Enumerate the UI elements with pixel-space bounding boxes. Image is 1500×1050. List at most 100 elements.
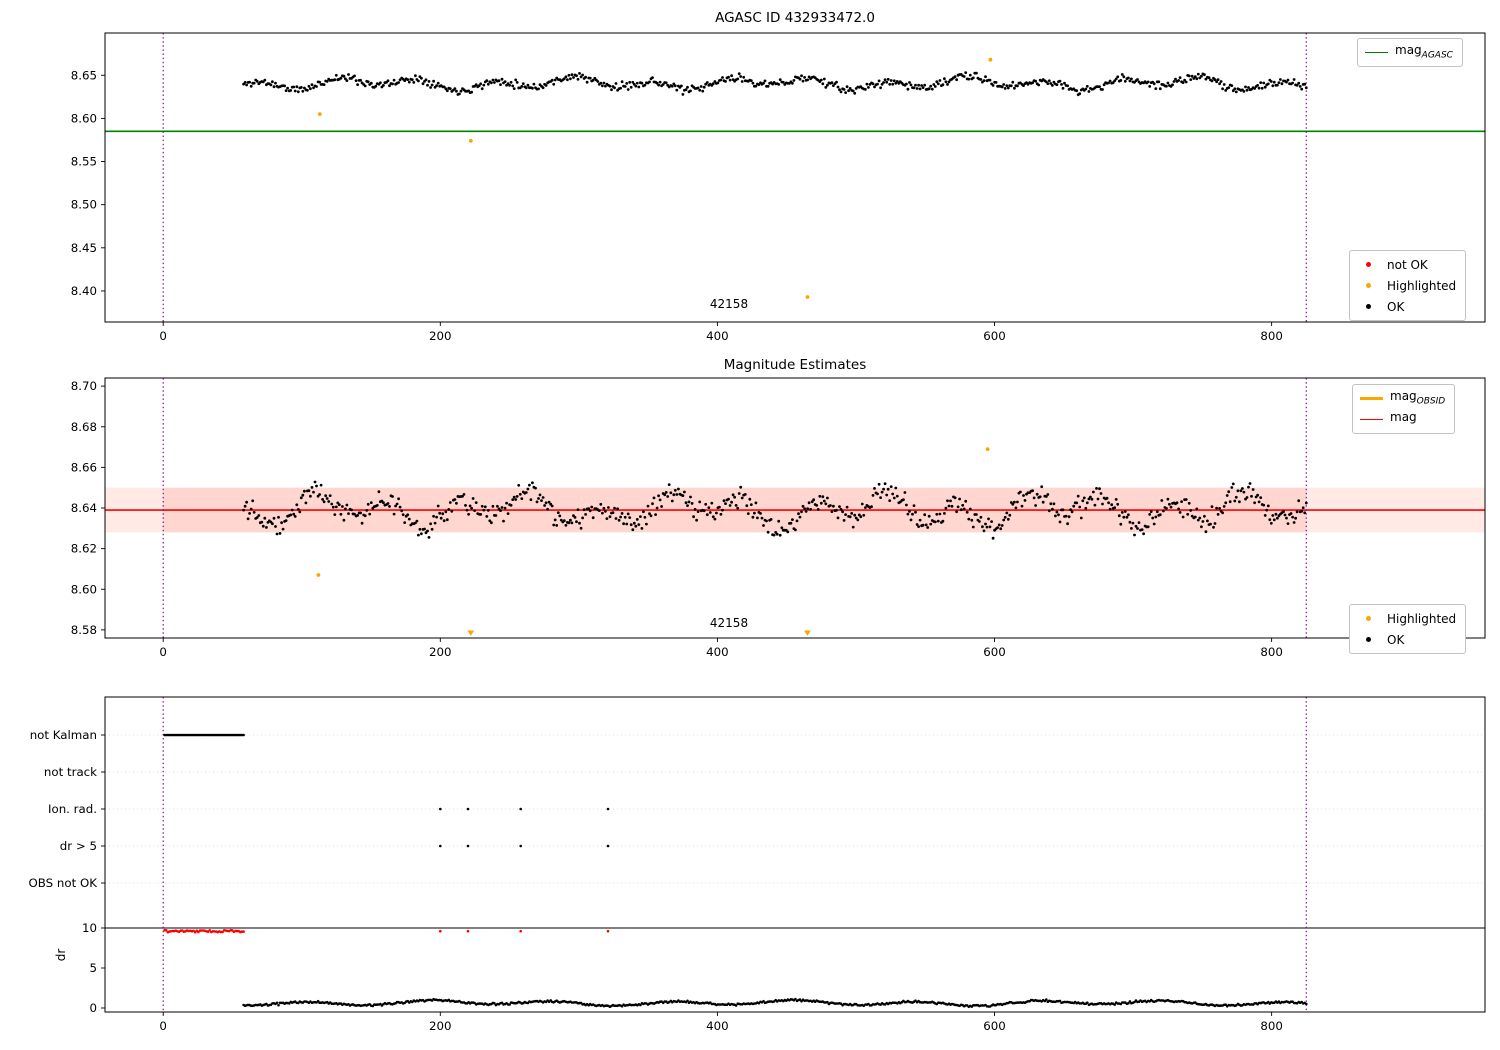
ok-point bbox=[1285, 80, 1288, 84]
ok-point bbox=[757, 83, 761, 86]
ok-point bbox=[765, 519, 768, 523]
ok-point bbox=[512, 495, 516, 499]
ok-point bbox=[1174, 77, 1177, 81]
ok-point bbox=[570, 73, 574, 77]
ok-point bbox=[649, 514, 653, 518]
ok-point bbox=[430, 527, 434, 531]
ok-point bbox=[1005, 84, 1009, 87]
ok-point bbox=[888, 82, 892, 86]
ok-point bbox=[1119, 79, 1123, 82]
ok-point bbox=[1090, 497, 1094, 501]
ok-point bbox=[742, 75, 746, 79]
ok-point bbox=[296, 90, 300, 94]
ok-point bbox=[318, 493, 321, 496]
ok-point bbox=[572, 76, 575, 79]
ok-point bbox=[509, 80, 513, 84]
ok-point bbox=[1190, 74, 1194, 78]
ok-point bbox=[462, 493, 466, 496]
ok-point bbox=[1233, 499, 1237, 503]
ok-point bbox=[1002, 518, 1006, 522]
ok-point bbox=[503, 80, 507, 83]
ok-point bbox=[680, 84, 683, 88]
ok-point bbox=[879, 86, 882, 90]
ok-point bbox=[324, 494, 328, 498]
ok-point bbox=[426, 529, 429, 533]
ok-point bbox=[283, 84, 286, 88]
y-tick-label: 8.58 bbox=[71, 623, 97, 637]
ok-point bbox=[862, 513, 866, 517]
dr-point bbox=[277, 1003, 280, 1007]
x-tick-label: 600 bbox=[983, 329, 1006, 343]
ok-point bbox=[500, 77, 504, 81]
ok-point bbox=[397, 81, 400, 84]
category-label: OBS not OK bbox=[28, 876, 97, 890]
ok-point bbox=[879, 496, 882, 499]
dr-point bbox=[1058, 999, 1062, 1003]
ok-point bbox=[1230, 84, 1234, 87]
highlighted-dot-sample bbox=[1366, 616, 1371, 621]
ok-point bbox=[1196, 72, 1200, 76]
dr-clipped-point bbox=[164, 929, 168, 932]
ok-point bbox=[1066, 84, 1069, 88]
ok-point bbox=[388, 505, 391, 508]
ok-point bbox=[1000, 85, 1004, 89]
ok-point bbox=[1146, 525, 1150, 529]
ok-point bbox=[626, 88, 630, 91]
ok-point bbox=[693, 507, 697, 511]
ok-point bbox=[864, 88, 867, 91]
ok-point bbox=[628, 516, 632, 519]
ok-point bbox=[307, 84, 311, 88]
dr-gt5-point bbox=[439, 844, 442, 848]
highlighted-point bbox=[316, 573, 321, 577]
legend-item-mag-obsid: magOBSID bbox=[1360, 388, 1445, 409]
ok-point bbox=[637, 523, 641, 526]
ok-point bbox=[1256, 493, 1259, 497]
ok-point bbox=[494, 514, 498, 517]
ok-point bbox=[616, 507, 619, 511]
obsid-annotation-panel1: 42158 bbox=[709, 297, 749, 311]
ok-point bbox=[754, 84, 758, 88]
ok-point bbox=[562, 519, 566, 523]
legend-item-ok: OK bbox=[1357, 296, 1456, 317]
ok-point bbox=[748, 497, 752, 501]
ok-point bbox=[699, 85, 703, 88]
ok-point bbox=[1168, 502, 1171, 506]
ok-point bbox=[550, 78, 554, 82]
ok-point bbox=[1084, 506, 1088, 510]
y-tick-label: 8.64 bbox=[71, 501, 97, 515]
ok-point bbox=[810, 500, 814, 504]
legend-label-sub: AGASC bbox=[1421, 50, 1453, 61]
ok-point bbox=[845, 85, 849, 89]
ok-point bbox=[914, 83, 917, 87]
legend-label-ok: OK bbox=[1387, 632, 1405, 647]
dr-tick-label: 5 bbox=[89, 961, 97, 975]
ok-point bbox=[576, 77, 580, 81]
ok-point bbox=[587, 507, 591, 510]
ok-point bbox=[871, 82, 875, 86]
ok-point bbox=[506, 512, 510, 515]
ok-point bbox=[284, 89, 288, 92]
ok-point bbox=[657, 494, 660, 498]
ok-point bbox=[909, 518, 913, 522]
ok-point bbox=[392, 512, 396, 516]
ok-point bbox=[865, 82, 869, 86]
ok-point bbox=[521, 82, 525, 85]
ok-point bbox=[806, 78, 809, 82]
ok-point bbox=[301, 493, 305, 497]
ok-point bbox=[1262, 503, 1266, 507]
ok-point bbox=[252, 81, 256, 85]
ok-point bbox=[391, 82, 394, 86]
ok-point bbox=[829, 504, 832, 507]
y-tick-label: 8.55 bbox=[71, 155, 97, 169]
ok-point bbox=[906, 512, 910, 516]
ok-point bbox=[474, 501, 478, 504]
ok-point bbox=[628, 80, 632, 84]
ok-point bbox=[754, 501, 758, 505]
ok-point bbox=[826, 83, 829, 87]
ok-point bbox=[1178, 76, 1182, 79]
dr-clipped-point bbox=[221, 930, 224, 934]
ok-point bbox=[655, 506, 659, 510]
ok-point bbox=[1058, 79, 1062, 83]
ok-point bbox=[629, 523, 633, 527]
ok-point bbox=[943, 512, 946, 515]
